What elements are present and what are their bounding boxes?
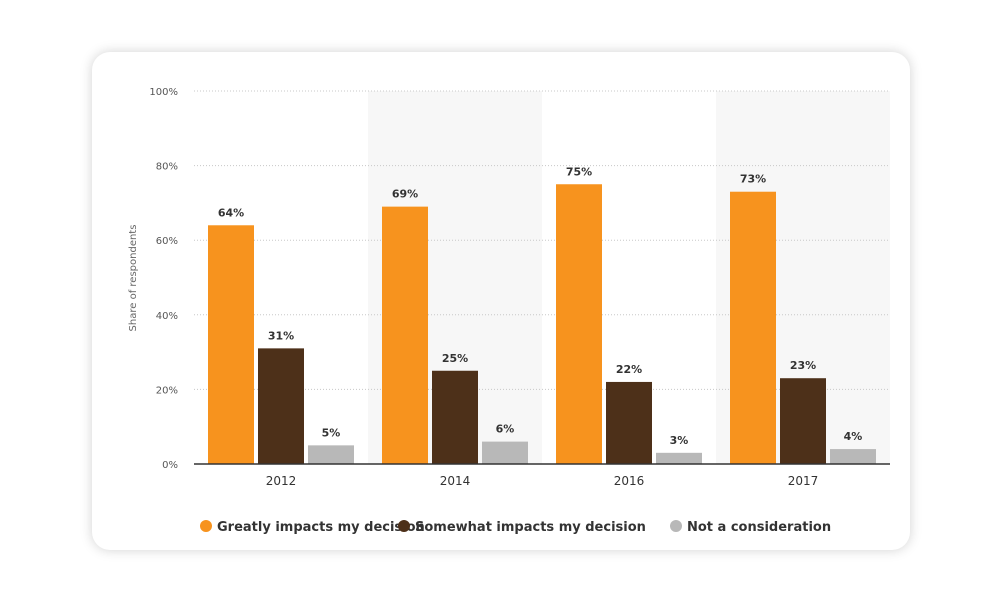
data-label: 23% (790, 359, 816, 372)
y-tick-label: 0% (162, 460, 178, 471)
bar[interactable] (482, 441, 528, 464)
y-tick-label: 40% (156, 311, 178, 322)
legend-marker (200, 520, 212, 532)
bar[interactable] (656, 452, 702, 464)
y-tick-label: 60% (156, 236, 178, 247)
x-tick-label: 2012 (266, 474, 297, 488)
data-label: 5% (322, 426, 341, 439)
y-axis-label: Share of respondents (128, 225, 139, 332)
bar[interactable] (208, 225, 254, 464)
data-label: 64% (218, 206, 244, 219)
bar[interactable] (382, 206, 428, 464)
legend-marker (670, 520, 682, 532)
legend-label: Not a consideration (687, 520, 831, 535)
legend-item[interactable]: Not a consideration (670, 520, 831, 535)
bar[interactable] (830, 449, 876, 464)
legend-label: Somewhat impacts my decision (415, 520, 646, 535)
legend-item[interactable]: Somewhat impacts my decision (398, 520, 646, 535)
y-tick-label: 80% (156, 162, 178, 173)
bar[interactable] (730, 191, 776, 464)
y-axis-ticks: 0% 20% 40% 60% 80% 100% (149, 87, 178, 471)
data-label: 22% (616, 363, 642, 376)
bar[interactable] (432, 370, 478, 464)
data-label: 69% (392, 188, 418, 201)
bar[interactable] (258, 348, 304, 464)
bar[interactable] (308, 445, 354, 464)
x-tick-label: 2016 (614, 474, 645, 488)
data-label: 73% (740, 173, 766, 186)
x-axis-ticks: 2012 2014 2016 2017 (266, 474, 819, 488)
data-label: 3% (670, 434, 689, 447)
data-label: 31% (268, 329, 294, 342)
data-label: 4% (844, 430, 863, 443)
legend-label: Greatly impacts my decision (217, 520, 425, 535)
x-tick-label: 2014 (440, 474, 471, 488)
y-tick-label: 20% (156, 385, 178, 396)
data-label: 6% (496, 423, 515, 436)
bar[interactable] (780, 378, 826, 464)
legend-marker (398, 520, 410, 532)
bars (208, 184, 876, 464)
y-tick-label: 100% (149, 87, 178, 98)
data-labels: 64% 31% 5% 69% 25% 6% 75% 22% 3% 73% 23% 4% (218, 165, 863, 447)
bar[interactable] (556, 184, 602, 464)
bar[interactable] (606, 381, 652, 464)
legend-item[interactable]: Greatly impacts my decision (200, 520, 425, 535)
x-tick-label: 2017 (788, 474, 819, 488)
data-label: 25% (442, 352, 468, 365)
data-label: 75% (566, 165, 592, 178)
